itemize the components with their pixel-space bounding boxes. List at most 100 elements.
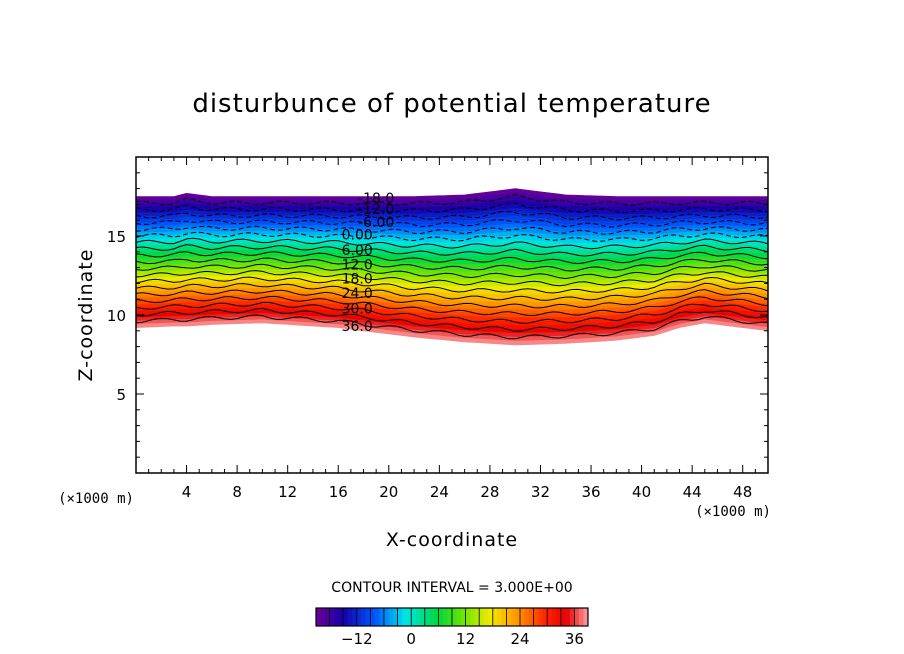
x-tick-label: 16: [329, 483, 348, 501]
colorbar-cell: [316, 608, 321, 626]
contour-line: [136, 210, 768, 221]
x-axis-label: X-coordinate: [386, 529, 518, 551]
colorbar-cell: [442, 608, 448, 626]
x-tick-label: 44: [683, 483, 702, 501]
colorbar-cell: [492, 608, 498, 626]
contour-line: [136, 225, 768, 235]
contour-label: 24.0: [342, 286, 373, 302]
colorbar-cell: [578, 608, 584, 626]
colorbar-cell: [556, 608, 562, 626]
axis-ticks: [136, 157, 768, 473]
colorbar-cell: [506, 608, 512, 626]
colorbar-cell: [456, 608, 462, 626]
contour-label: -12.0: [358, 202, 394, 218]
y-unit-label: (×1000 m): [58, 491, 134, 507]
x-tick-label: 4: [182, 483, 192, 501]
colorbar-cell: [379, 608, 385, 626]
x-tick-label: 48: [733, 483, 752, 501]
colorbar-tick-label: 0: [406, 630, 416, 648]
colorbar-tick-label: 36: [565, 630, 584, 648]
contour-line: [136, 219, 768, 228]
colorbar-cell: [429, 608, 435, 626]
colorbar-cell: [370, 608, 376, 626]
x-tick-label: 12: [278, 483, 297, 501]
colorbar-cell: [483, 608, 489, 626]
colorbar-cell: [329, 608, 335, 626]
contour-line: [136, 202, 768, 214]
colorbar-cell: [338, 608, 344, 626]
colorbar-cell: [334, 608, 340, 626]
colorbar-cell: [551, 608, 557, 626]
colorbar-cell: [415, 608, 421, 626]
contour-label: 30.0: [342, 302, 373, 318]
colorbar-cell: [520, 608, 525, 626]
colorbar-cell: [393, 608, 398, 626]
contour-line: [136, 251, 768, 265]
colorbar-cell: [352, 608, 358, 626]
colorbar-cell: [479, 608, 485, 626]
x-tick-label: 20: [379, 483, 398, 501]
colorbar-cell: [384, 608, 389, 626]
colorbar-cell: [438, 608, 444, 626]
colorbar-cell: [461, 608, 466, 626]
colorbar-tick-label: −12: [341, 630, 373, 648]
x-tick-label: 8: [232, 483, 242, 501]
x-tick-label: 40: [632, 483, 651, 501]
contour-label: 12.0: [342, 257, 373, 273]
y-tick-labels: 5 10 15: [107, 228, 126, 404]
colorbar-cell: [560, 608, 566, 626]
colorbar-cell: [361, 608, 367, 626]
colorbar-cell: [465, 608, 471, 626]
chart-title: disturbunce of potential temperature: [192, 89, 711, 119]
contour-line: [136, 263, 768, 280]
contour-line: [136, 282, 768, 301]
contour-line: [136, 237, 768, 250]
y-tick-label: 10: [107, 307, 126, 325]
colorbar-cell: [542, 608, 548, 626]
y-tick-label: 5: [116, 386, 126, 404]
colorbar-cell: [420, 608, 426, 626]
colorbar-tick-label: 24: [510, 630, 529, 648]
colorbar-cell: [374, 608, 380, 626]
contour-line: [136, 314, 768, 340]
colorbar-tick-label: 12: [456, 630, 475, 648]
x-tick-label: 24: [430, 483, 449, 501]
contour-label: -18.0: [358, 191, 394, 207]
colorbar-cell: [583, 608, 589, 626]
y-tick-label: 15: [107, 228, 126, 246]
colorbar-cell: [447, 608, 453, 626]
colorbar-cell: [497, 608, 503, 626]
colorbar-cell: [524, 608, 530, 626]
x-tick-label: 36: [581, 483, 600, 501]
colorbar-cell: [501, 608, 507, 626]
contour-line: [136, 244, 768, 257]
colorbar-cell: [474, 608, 480, 626]
contour-line: [136, 307, 768, 332]
contour-lines: [136, 193, 768, 340]
colorbar: [315, 607, 589, 627]
contour-label: 18.0: [342, 272, 373, 288]
colorbar-cell: [470, 608, 476, 626]
colorbar-cell: [452, 608, 457, 626]
colorbar-cell: [320, 608, 326, 626]
colorbar-cell: [533, 608, 539, 626]
colorbar-cell: [510, 608, 516, 626]
contour-labels: -18.0-12.0-6.000.006.0012.018.024.030.03…: [342, 191, 395, 335]
colorbar-cell: [397, 608, 403, 626]
colorbar-cell: [325, 608, 330, 626]
contour-label: 0.00: [342, 227, 373, 243]
colorbar-cell: [356, 608, 362, 626]
contour-label: -6.00: [358, 215, 394, 231]
colorbar-cell: [347, 608, 353, 626]
contour-line: [136, 257, 768, 272]
colorbar-cell: [411, 608, 417, 626]
colorbar-cell: [538, 608, 544, 626]
colorbar-cell: [515, 608, 521, 626]
colorbar-frame: [315, 607, 589, 627]
colorbar-cell: [343, 608, 349, 626]
colorbar-cell: [574, 608, 580, 626]
y-axis-label: Z-coordinate: [75, 249, 97, 382]
colorbar-tick-labels: −12 0 12 24 36: [341, 630, 584, 648]
x-tick-label: 32: [531, 483, 550, 501]
